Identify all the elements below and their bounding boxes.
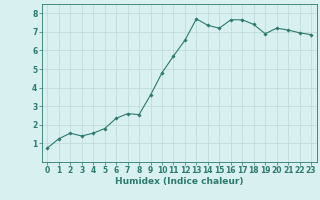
X-axis label: Humidex (Indice chaleur): Humidex (Indice chaleur) — [115, 177, 244, 186]
